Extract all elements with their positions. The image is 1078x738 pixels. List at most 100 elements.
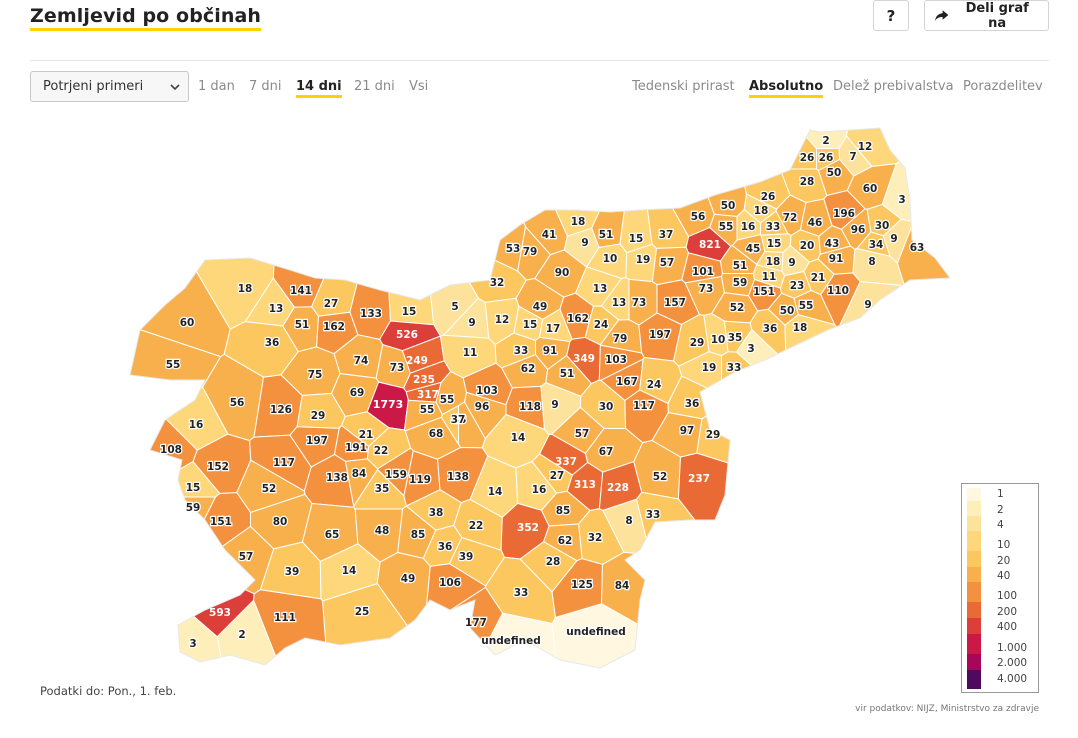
municipality-value-label: 60 (863, 183, 878, 195)
municipality-region[interactable] (120, 496, 217, 576)
municipality-region[interactable] (120, 139, 231, 358)
municipality-value-label: 191 (345, 442, 367, 454)
municipality-value-label: 126 (270, 404, 292, 416)
municipality-value-label: 18 (793, 322, 808, 334)
municipality-value-label: 22 (469, 520, 484, 532)
range-tab-all[interactable]: Vsi (409, 79, 429, 94)
municipality-value-label: 49 (533, 301, 548, 313)
municipality-region[interactable] (440, 404, 459, 446)
municipality-value-label: 349 (573, 353, 595, 365)
municipality-region[interactable] (515, 277, 565, 320)
municipality-value-label: 119 (409, 474, 431, 486)
municipality-value-label: 48 (452, 414, 467, 426)
chevron-down-icon (170, 83, 180, 90)
municipality-region[interactable] (551, 603, 739, 680)
municipality-region[interactable] (679, 120, 748, 218)
municipality-value-label: 91 (829, 253, 844, 265)
municipality-value-label: 55 (166, 359, 181, 371)
municipality-value-label: 19 (636, 254, 651, 266)
municipality-value-label: 24 (647, 379, 662, 391)
municipality-value-label: 85 (556, 505, 571, 517)
municipality-region[interactable] (881, 120, 960, 223)
municipality-value-label: 118 (519, 401, 541, 413)
municipality-value-label: 117 (633, 400, 655, 412)
municipality-value-label: 57 (239, 551, 254, 563)
municipality-value-label: 21 (811, 272, 826, 284)
municipality-value-label: 27 (324, 298, 339, 310)
mode-tab-population-share[interactable]: Delež prebivalstva (833, 79, 954, 94)
municipality-region[interactable] (367, 120, 527, 272)
municipality-value-label: 352 (517, 522, 539, 534)
municipality-value-label: 235 (413, 374, 435, 386)
municipality-value-label: undefined (566, 626, 625, 638)
legend-swatch (967, 531, 981, 551)
municipality-value-label: 111 (274, 612, 296, 624)
municipality-value-label: 526 (396, 329, 418, 341)
municipality-value-label: 10 (603, 253, 618, 265)
municipality-value-label: 821 (699, 239, 721, 251)
municipality-value-label: 52 (653, 471, 668, 483)
municipality-value-label: 152 (207, 461, 229, 473)
help-button[interactable]: ? (873, 0, 909, 31)
municipality-value-label: 101 (692, 266, 714, 278)
mode-tab-distribution[interactable]: Porazdelitev (963, 79, 1043, 94)
mode-tab-weekly-growth[interactable]: Tedenski prirast (632, 79, 735, 94)
legend-label: 20 (997, 555, 1010, 567)
municipality-value-label: 196 (833, 208, 855, 220)
municipality-value-label: 73 (699, 283, 714, 295)
municipality-value-label: 29 (311, 410, 326, 422)
legend-swatch (967, 516, 981, 531)
municipality-region[interactable] (837, 281, 960, 674)
municipality-value-label: 3 (747, 343, 754, 355)
municipality-region[interactable] (784, 314, 895, 494)
municipality-value-label: 11 (463, 347, 478, 359)
municipality-value-label: 29 (690, 337, 705, 349)
range-tab-21-days[interactable]: 21 dni (354, 79, 395, 94)
municipality-value-label: 62 (558, 535, 573, 547)
legend-swatch (967, 582, 981, 602)
municipality-value-label: 55 (440, 394, 455, 406)
municipality-value-label: 75 (308, 369, 323, 381)
municipality-region[interactable] (789, 120, 850, 149)
municipality-region[interactable] (677, 452, 960, 680)
dataset-select[interactable]: Potrjeni primeri (30, 71, 189, 102)
municipality-value-label: 337 (555, 456, 577, 468)
municipality-value-label: 12 (495, 314, 510, 326)
range-tab-1-day[interactable]: 1 dan (198, 79, 235, 94)
municipality-value-label: 108 (160, 444, 182, 456)
municipality-value-label: 43 (825, 238, 840, 250)
municipality-value-label: 11 (762, 271, 777, 283)
legend-label: 4 (997, 519, 1004, 531)
header-divider (30, 60, 1049, 61)
municipality-value-label: 106 (439, 577, 461, 589)
municipality-value-label: 167 (616, 376, 638, 388)
municipality-value-label: 26 (800, 152, 815, 164)
share-arrow-icon (935, 9, 949, 21)
municipality-region[interactable] (818, 225, 852, 255)
municipality-value-label: 36 (763, 323, 778, 335)
municipality-region[interactable] (696, 401, 942, 532)
legend-swatch (967, 670, 981, 689)
municipality-value-label: 9 (581, 237, 588, 249)
municipality-value-label: 15 (402, 306, 417, 318)
mode-tab-absolute[interactable]: Absolutno (749, 78, 824, 98)
municipality-value-label: 13 (593, 283, 608, 295)
municipality-value-label: 33 (766, 221, 781, 233)
municipality-region[interactable] (311, 129, 389, 317)
municipality-region[interactable] (600, 551, 869, 680)
municipality-value-label: 151 (210, 516, 232, 528)
municipality-value-label: 52 (730, 302, 745, 314)
range-tab-7-days[interactable]: 7 dni (249, 79, 282, 94)
municipality-value-label: undefined (481, 635, 540, 647)
municipality-value-label: 3 (189, 638, 196, 650)
data-date: Podatki do: Pon., 1. feb. (40, 684, 177, 698)
municipality-value-label: 63 (910, 242, 925, 254)
municipality-region[interactable] (382, 153, 435, 326)
share-button[interactable]: Deli graf na (924, 0, 1049, 31)
range-tab-14-days[interactable]: 14 dni (296, 78, 342, 98)
municipality-value-label: 33 (514, 345, 529, 357)
municipality-value-label: 16 (532, 484, 547, 496)
municipality-value-label: 16 (189, 419, 204, 431)
municipality-value-label: 96 (475, 401, 490, 413)
